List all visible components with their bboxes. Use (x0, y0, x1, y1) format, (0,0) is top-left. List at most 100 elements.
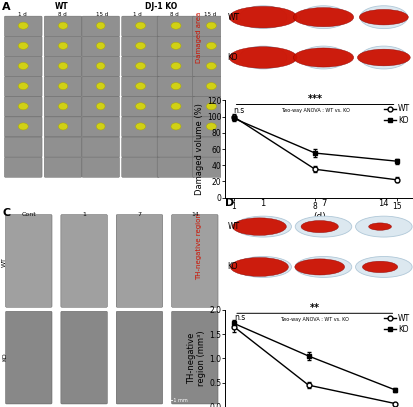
FancyBboxPatch shape (82, 77, 119, 97)
Ellipse shape (300, 221, 337, 233)
FancyBboxPatch shape (121, 36, 159, 57)
FancyBboxPatch shape (82, 36, 119, 57)
Ellipse shape (239, 46, 286, 69)
FancyBboxPatch shape (44, 57, 82, 77)
Ellipse shape (18, 22, 28, 29)
Text: DJ-1 KO: DJ-1 KO (145, 2, 177, 11)
Ellipse shape (96, 42, 105, 49)
FancyBboxPatch shape (5, 36, 42, 57)
Ellipse shape (299, 6, 347, 28)
Y-axis label: Damaged volume (%): Damaged volume (%) (195, 103, 204, 195)
Ellipse shape (135, 42, 145, 49)
Ellipse shape (293, 48, 353, 67)
Ellipse shape (359, 46, 407, 69)
FancyBboxPatch shape (192, 157, 230, 177)
FancyBboxPatch shape (82, 57, 119, 77)
FancyBboxPatch shape (5, 311, 52, 404)
Ellipse shape (239, 6, 286, 28)
FancyBboxPatch shape (5, 77, 42, 97)
Ellipse shape (206, 83, 216, 90)
Text: 1 d: 1 d (18, 12, 26, 17)
FancyBboxPatch shape (157, 157, 194, 177)
Ellipse shape (171, 123, 180, 130)
Ellipse shape (18, 62, 28, 70)
Ellipse shape (358, 9, 407, 25)
FancyBboxPatch shape (82, 16, 119, 36)
FancyBboxPatch shape (121, 16, 159, 36)
FancyBboxPatch shape (192, 36, 230, 57)
Ellipse shape (171, 62, 180, 70)
FancyBboxPatch shape (61, 214, 107, 307)
Ellipse shape (299, 46, 347, 69)
FancyBboxPatch shape (171, 311, 218, 404)
FancyBboxPatch shape (5, 16, 42, 36)
FancyBboxPatch shape (5, 214, 52, 307)
Ellipse shape (230, 258, 288, 276)
FancyBboxPatch shape (157, 16, 194, 36)
Text: KO: KO (227, 53, 237, 62)
Ellipse shape (234, 256, 291, 278)
Text: **: ** (309, 303, 319, 313)
FancyBboxPatch shape (157, 77, 194, 97)
Ellipse shape (58, 83, 68, 90)
Text: C: C (2, 208, 10, 217)
Ellipse shape (234, 216, 291, 237)
FancyBboxPatch shape (157, 137, 194, 157)
Ellipse shape (135, 103, 145, 110)
Text: 1: 1 (82, 212, 86, 217)
FancyBboxPatch shape (5, 157, 42, 177)
X-axis label: (d): (d) (313, 212, 325, 221)
Text: Two-way ANOVA : WT vs. KO: Two-way ANOVA : WT vs. KO (280, 317, 348, 322)
FancyBboxPatch shape (192, 97, 230, 117)
Text: KO: KO (227, 263, 237, 271)
FancyBboxPatch shape (44, 36, 82, 57)
Text: 14: 14 (377, 199, 388, 208)
Ellipse shape (294, 216, 351, 237)
Ellipse shape (229, 7, 297, 28)
Ellipse shape (58, 123, 68, 130)
FancyBboxPatch shape (82, 157, 119, 177)
Ellipse shape (135, 123, 145, 130)
FancyBboxPatch shape (157, 57, 194, 77)
Ellipse shape (96, 22, 105, 29)
FancyBboxPatch shape (82, 137, 119, 157)
Legend: WT, KO: WT, KO (383, 104, 409, 125)
Ellipse shape (171, 103, 180, 110)
Ellipse shape (356, 49, 409, 66)
FancyBboxPatch shape (121, 157, 159, 177)
Ellipse shape (206, 42, 216, 49)
Text: TH-negative region: TH-negative region (196, 213, 202, 280)
Text: 8 d: 8 d (170, 12, 179, 17)
FancyBboxPatch shape (44, 157, 82, 177)
FancyBboxPatch shape (121, 97, 159, 117)
Ellipse shape (96, 62, 105, 70)
Ellipse shape (206, 22, 216, 29)
Ellipse shape (232, 218, 286, 235)
Ellipse shape (58, 22, 68, 29)
FancyBboxPatch shape (171, 214, 218, 307)
Text: Damaged area: Damaged area (196, 12, 202, 63)
FancyBboxPatch shape (44, 117, 82, 137)
Ellipse shape (171, 42, 180, 49)
Ellipse shape (18, 42, 28, 49)
Text: WT: WT (227, 222, 239, 231)
FancyBboxPatch shape (82, 97, 119, 117)
Ellipse shape (206, 62, 216, 70)
Ellipse shape (294, 259, 344, 275)
FancyBboxPatch shape (192, 57, 230, 77)
Text: WT: WT (55, 2, 69, 11)
FancyBboxPatch shape (116, 214, 162, 307)
Ellipse shape (96, 123, 105, 130)
Ellipse shape (96, 103, 105, 110)
FancyBboxPatch shape (44, 97, 82, 117)
Text: WT: WT (2, 257, 7, 267)
Text: Cont: Cont (21, 212, 36, 217)
Text: 7: 7 (320, 199, 325, 208)
FancyBboxPatch shape (157, 36, 194, 57)
FancyBboxPatch shape (44, 16, 82, 36)
Ellipse shape (135, 22, 145, 29)
Ellipse shape (206, 103, 216, 110)
FancyBboxPatch shape (192, 77, 230, 97)
Text: Two-way ANOVA : WT vs. KO: Two-way ANOVA : WT vs. KO (280, 108, 349, 113)
FancyBboxPatch shape (121, 117, 159, 137)
